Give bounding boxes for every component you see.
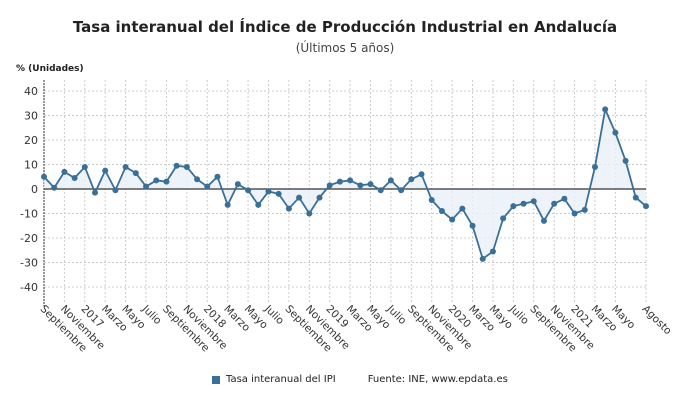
legend-swatch <box>212 375 220 384</box>
data-point <box>163 178 170 185</box>
data-point <box>275 190 282 197</box>
data-point <box>122 163 129 170</box>
data-point <box>591 163 598 170</box>
data-point <box>561 195 568 202</box>
data-point <box>265 188 272 195</box>
y-axis-label: % (Unidades) <box>16 64 84 74</box>
data-point <box>61 168 68 175</box>
data-point <box>489 248 496 255</box>
data-point <box>347 177 354 184</box>
data-point <box>581 206 588 213</box>
data-point <box>469 222 476 229</box>
data-point <box>132 170 139 177</box>
data-point <box>479 255 486 262</box>
data-point <box>306 210 313 217</box>
data-point <box>643 203 649 210</box>
data-point <box>408 176 415 183</box>
legend: Tasa interanual del IPI Fuente: INE, www… <box>212 374 508 385</box>
data-point <box>224 201 231 208</box>
data-point <box>316 194 323 201</box>
x-tick-label: Agosto <box>640 303 674 337</box>
data-point <box>173 162 180 169</box>
y-tick-label: 40 <box>24 85 38 98</box>
data-point <box>520 200 527 207</box>
source-text: Fuente: INE, www.epdata.es <box>367 374 508 385</box>
legend-label: Tasa interanual del IPI <box>226 374 336 385</box>
data-point <box>459 205 466 212</box>
data-point <box>336 178 343 185</box>
data-point <box>153 177 160 184</box>
data-point <box>41 173 47 180</box>
data-point <box>102 167 109 174</box>
y-tick-label: 20 <box>24 134 38 147</box>
data-point <box>571 210 578 217</box>
y-tick-label: 0 <box>31 183 38 196</box>
data-point <box>428 197 435 204</box>
y-tick-label: -40 <box>20 281 38 294</box>
chart-subtitle: (Últimos 5 años) <box>295 41 395 55</box>
data-point <box>377 187 384 194</box>
area-fill <box>44 109 646 259</box>
data-point <box>245 187 252 194</box>
data-point <box>357 182 364 189</box>
data-point <box>398 187 405 194</box>
data-point <box>449 216 456 223</box>
data-point <box>51 184 58 191</box>
data-point <box>632 194 639 201</box>
data-point <box>194 176 201 183</box>
data-point <box>183 163 190 170</box>
data-point <box>418 171 425 178</box>
data-point <box>204 183 211 190</box>
data-point <box>143 183 150 190</box>
data-point <box>500 215 507 222</box>
chart-title: Tasa interanual del Índice de Producción… <box>72 18 618 36</box>
data-point <box>622 157 629 164</box>
data-point <box>387 177 394 184</box>
data-point <box>367 181 374 188</box>
data-point <box>71 174 78 181</box>
y-tick-label: -10 <box>20 208 38 221</box>
data-point <box>296 194 303 201</box>
y-tick-label: 10 <box>24 159 38 172</box>
data-point <box>255 201 262 208</box>
data-point <box>551 200 558 207</box>
data-point <box>81 163 88 170</box>
y-tick-label: -20 <box>20 232 38 245</box>
data-point <box>92 189 99 196</box>
data-point <box>112 187 119 194</box>
data-point <box>285 205 292 212</box>
data-point <box>540 217 547 224</box>
data-point <box>438 208 445 215</box>
y-tick-label: 30 <box>24 110 38 123</box>
y-tick-label: -30 <box>20 257 38 270</box>
data-point <box>214 173 221 180</box>
data-point <box>326 182 333 189</box>
data-point <box>234 181 241 188</box>
data-point <box>612 129 619 136</box>
data-point <box>602 106 609 113</box>
data-point <box>530 198 537 205</box>
data-point <box>510 203 517 210</box>
